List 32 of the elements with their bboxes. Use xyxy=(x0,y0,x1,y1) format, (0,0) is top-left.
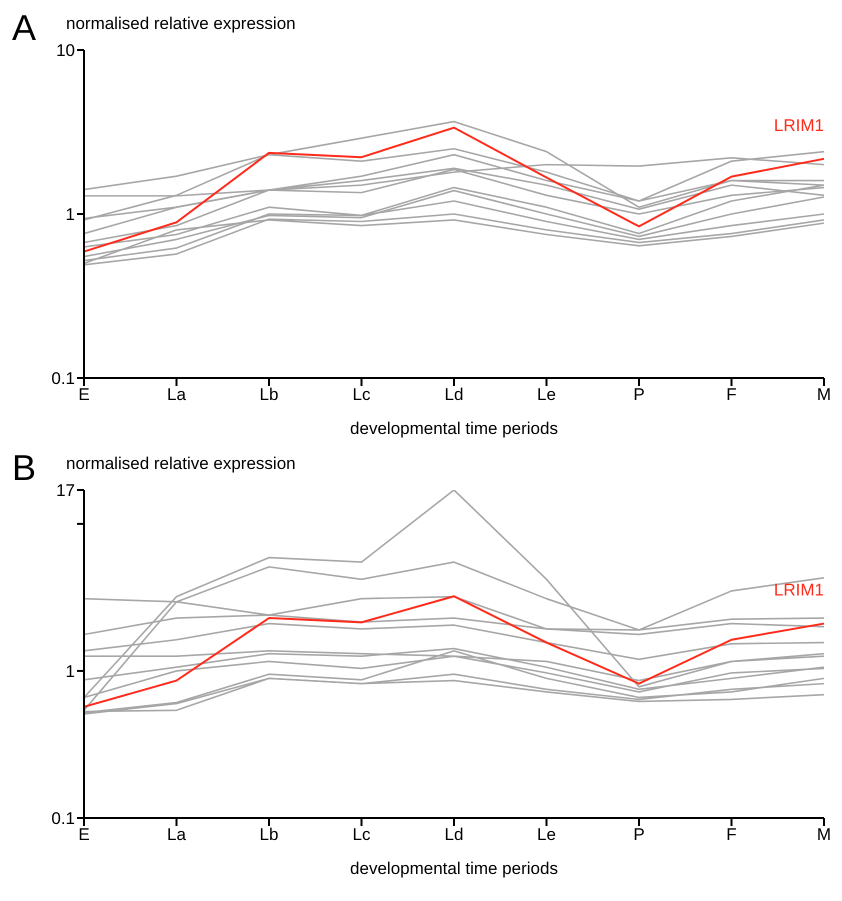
x-tick-label: La xyxy=(167,825,186,844)
x-tick-label: Le xyxy=(537,385,556,404)
x-tick-label: Lc xyxy=(352,385,371,404)
series-label: LRIM1 xyxy=(774,580,824,600)
chart-title: A xyxy=(12,7,36,48)
chart-title: B xyxy=(12,447,36,488)
x-tick-label: Lb xyxy=(260,825,278,844)
x-tick-label: E xyxy=(78,385,90,404)
x-axis-title: developmental time periods xyxy=(350,419,558,438)
x-tick-label: P xyxy=(633,825,645,844)
x-tick-label: E xyxy=(78,825,90,844)
x-tick-label: Lc xyxy=(352,825,371,844)
x-tick-label: M xyxy=(816,385,832,404)
x-tick-label: F xyxy=(726,825,737,844)
y-tick-label: 0.1 xyxy=(51,369,75,388)
x-tick-label: Le xyxy=(537,825,556,844)
x-tick-label: F xyxy=(726,385,737,404)
y-tick-label: 17 xyxy=(56,481,75,500)
x-tick-label: M xyxy=(816,825,832,844)
y-tick-label: 10 xyxy=(56,41,75,60)
x-tick-label: Lb xyxy=(260,385,278,404)
x-tick-label: Ld xyxy=(444,825,464,844)
x-tick-label: P xyxy=(633,385,645,404)
y-tick-label: 0.1 xyxy=(51,809,75,828)
y-tick-label: 1 xyxy=(66,205,75,224)
y-axis-title: normalised relative expression xyxy=(66,14,296,34)
y-tick-label: 1 xyxy=(66,662,75,681)
y-axis-title: normalised relative expression xyxy=(66,454,296,474)
x-tick-label: Ld xyxy=(444,385,464,404)
series-label: LRIM1 xyxy=(774,116,824,135)
x-axis-title: developmental time periods xyxy=(350,859,558,878)
x-tick-label: La xyxy=(167,385,186,404)
